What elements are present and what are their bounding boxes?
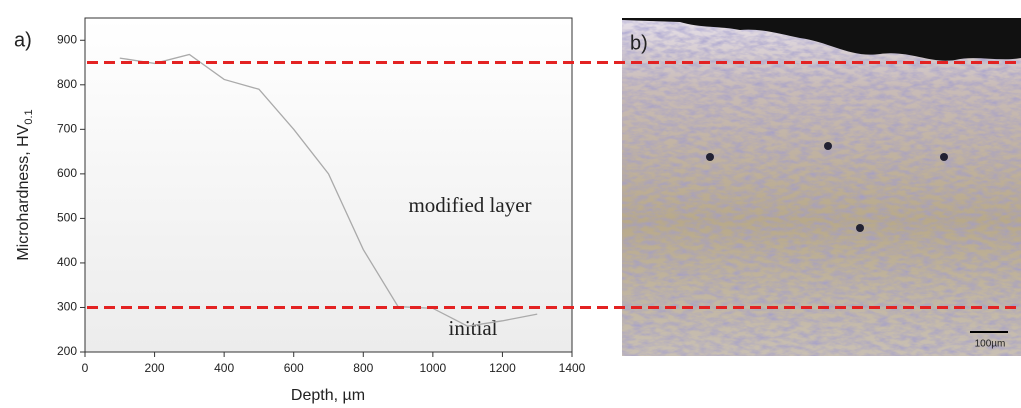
x-tick-label: 600	[284, 361, 304, 375]
y-tick-label: 900	[57, 32, 77, 46]
plot-area	[84, 17, 573, 353]
data-line	[119, 53, 538, 327]
y-tick-label: 700	[57, 122, 77, 136]
y-tick-label: 200	[57, 344, 77, 358]
panel-label: a)	[14, 29, 32, 51]
y-axis-label: Microhardness, HV0.1	[15, 109, 35, 260]
panel-label: b)	[630, 32, 648, 54]
scale-bar-label: 100µm	[975, 339, 1006, 350]
y-tick-label: 300	[57, 300, 77, 314]
y-tick-label: 400	[57, 255, 77, 269]
y-axis-label-sub: 0.1	[23, 109, 35, 124]
y-tick-label: 600	[57, 166, 77, 180]
micrograph	[622, 18, 1021, 356]
x-axis-label: Depth, µm	[291, 387, 365, 404]
x-tick-label: 400	[214, 361, 234, 375]
x-tick-label: 200	[145, 361, 165, 375]
x-tick-label: 1200	[489, 361, 516, 375]
annotation: modified layer	[408, 193, 531, 217]
x-tick-label: 1400	[559, 361, 586, 375]
y-tick-label: 500	[57, 211, 77, 225]
y-axis-label-main: Microhardness, HV	[15, 124, 32, 260]
y-tick-label: 800	[57, 77, 77, 91]
x-tick-label: 800	[353, 361, 373, 375]
x-tick-label: 0	[82, 361, 89, 375]
annotation: initial	[449, 316, 498, 340]
x-tick-label: 1000	[420, 361, 447, 375]
